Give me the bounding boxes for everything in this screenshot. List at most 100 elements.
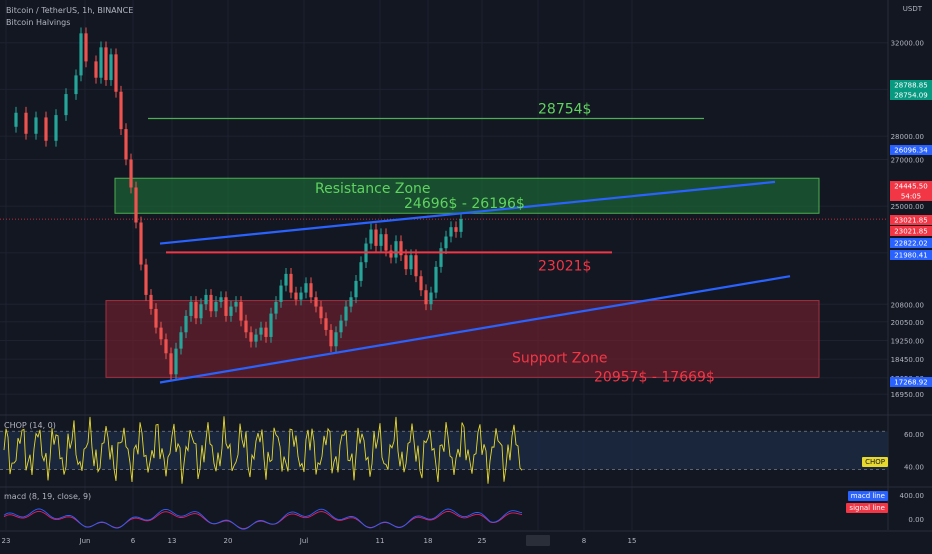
- candle: [229, 300, 233, 322]
- candle: [34, 111, 38, 140]
- price-tag-bg: [890, 80, 932, 90]
- time-tick-label: Jul: [299, 537, 309, 545]
- price-tag-text: 22822.02: [894, 240, 927, 248]
- candle: [309, 277, 313, 304]
- candle-body: [104, 47, 108, 81]
- candle-body: [304, 283, 308, 293]
- candle-body: [334, 332, 338, 347]
- candle: [369, 223, 373, 250]
- candle-body: [24, 112, 28, 134]
- candle: [129, 153, 133, 194]
- candle: [394, 235, 398, 264]
- candle: [264, 321, 268, 343]
- candle-body: [339, 320, 343, 333]
- candle-body: [174, 348, 178, 375]
- candle-body: [109, 54, 113, 81]
- candle: [99, 41, 103, 84]
- price-tag-text: 54:05: [901, 193, 921, 201]
- candle: [449, 221, 453, 243]
- candle-body: [144, 264, 148, 295]
- candle-body: [79, 33, 83, 76]
- candle: [119, 85, 123, 135]
- candle: [379, 228, 383, 252]
- candle: [179, 326, 183, 355]
- target-label: 28754$: [538, 101, 591, 117]
- time-tick-label: 6: [131, 537, 136, 545]
- candle-body: [204, 294, 208, 305]
- candle-body: [449, 227, 453, 237]
- candle-body: [214, 301, 218, 312]
- candle-body: [139, 222, 143, 265]
- candle: [194, 296, 198, 325]
- candle-body: [269, 313, 273, 337]
- candle: [124, 123, 128, 166]
- price-tag-text: 17268.92: [894, 379, 927, 387]
- candle-body: [369, 229, 373, 244]
- candle: [294, 286, 298, 306]
- candle-body: [169, 353, 173, 375]
- candle-body: [429, 292, 433, 305]
- candle: [374, 223, 378, 252]
- support-zone: [105, 300, 820, 378]
- candle-body: [399, 241, 403, 256]
- chop-tag: CHOP: [862, 457, 888, 467]
- candle: [254, 328, 258, 348]
- candle: [94, 55, 98, 84]
- candle-body: [414, 255, 418, 277]
- candle: [304, 277, 308, 299]
- candle-body: [194, 301, 198, 319]
- candle: [234, 296, 238, 313]
- candle: [344, 300, 348, 327]
- candle-body: [349, 297, 353, 307]
- candle-body: [34, 117, 38, 134]
- candle: [359, 256, 363, 287]
- candle-body: [209, 294, 213, 312]
- candle: [219, 291, 223, 308]
- candle: [399, 235, 403, 262]
- price-tag-bg: [890, 226, 932, 236]
- candle-body: [159, 327, 163, 340]
- candle-body: [344, 306, 348, 321]
- candle: [84, 27, 88, 68]
- candle-body: [274, 301, 278, 314]
- candle-body: [119, 91, 123, 130]
- candle: [244, 314, 248, 339]
- price-tick-label: 16950.00: [891, 391, 924, 399]
- candle: [424, 284, 428, 311]
- candle-body: [394, 241, 398, 258]
- candle: [459, 213, 463, 238]
- candle: [299, 286, 303, 306]
- candle-body: [239, 301, 243, 321]
- candle: [139, 216, 143, 271]
- candle-body: [99, 47, 103, 78]
- candle-body: [259, 327, 263, 335]
- chop-tick-label: 40.00: [904, 464, 924, 472]
- candle: [109, 48, 113, 86]
- candle-body: [404, 255, 408, 270]
- price-tag-text: 26096.34: [894, 147, 928, 155]
- support-line-label: 23021$: [538, 258, 591, 274]
- time-tick-label: 20: [224, 537, 233, 545]
- candle-body: [154, 308, 158, 328]
- candle-body: [279, 285, 283, 302]
- price-tick-label: 28000.00: [891, 133, 924, 141]
- aug-label-bg: [526, 535, 550, 546]
- symbol-title: Bitcoin / TetherUS, 1h, BINANCE: [6, 6, 134, 15]
- candle-body: [84, 33, 88, 62]
- support-title: Support Zone: [512, 351, 607, 367]
- candle-body: [424, 290, 428, 305]
- candle: [284, 268, 288, 292]
- resistance-zone: [114, 177, 820, 214]
- candle: [334, 326, 338, 353]
- price-tag-text: 28788.85: [894, 82, 927, 90]
- candle: [14, 106, 18, 133]
- candle: [329, 324, 333, 353]
- chop-tick-label: 60.00: [904, 431, 924, 439]
- candle-body: [459, 219, 463, 232]
- candle-body: [124, 129, 128, 160]
- candle: [204, 289, 208, 311]
- resistance-title: Resistance Zone: [315, 181, 431, 197]
- macd-title: macd (8, 19, close, 9): [4, 492, 92, 501]
- price-tag-bg: [890, 377, 932, 387]
